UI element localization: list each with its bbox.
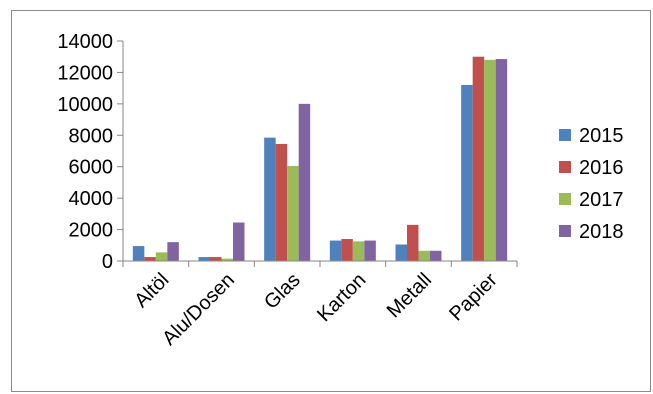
bar-2015-Glas <box>264 137 276 261</box>
legend-swatch-2017 <box>559 193 571 205</box>
bar-2016-Karton <box>341 239 353 261</box>
bar-2016-Metall <box>407 224 419 261</box>
bar-2017-Karton <box>352 241 365 261</box>
bar-2015-Papier <box>461 85 473 261</box>
bar-2016-Altöl <box>144 257 156 261</box>
bar-2015-Alu/Dosen <box>198 257 210 261</box>
chart-frame <box>11 10 651 392</box>
bar-2018-Altöl <box>167 242 179 261</box>
bar-2016-Glas <box>275 143 288 261</box>
bar-2015-Karton <box>329 240 342 261</box>
x-tick-label: Altöl <box>130 269 173 312</box>
legend-swatch-2018 <box>559 225 571 237</box>
legend: 2015 2016 2017 2018 <box>559 125 624 243</box>
x-tick-label: Karton <box>313 269 370 326</box>
legend-label-2018: 2018 <box>579 221 624 243</box>
y-tick-label: 14000 <box>57 31 113 53</box>
x-tick-label: Metall <box>383 269 436 322</box>
y-tick-label: 8000 <box>69 125 114 147</box>
bar-2015-Metall <box>395 244 407 261</box>
bar-2017-Papier <box>484 59 496 261</box>
bar-2017-Glas <box>287 165 299 261</box>
bars-layer <box>132 56 508 262</box>
y-tick-label: 4000 <box>69 188 114 210</box>
bar-2015-Altöl <box>132 246 145 261</box>
legend-label-2015: 2015 <box>579 125 624 147</box>
legend-label-2017: 2017 <box>579 189 624 211</box>
bar-2018-Alu/Dosen <box>233 222 245 261</box>
bar-2017-Alu/Dosen <box>221 258 233 261</box>
bar-2018-Glas <box>298 103 311 261</box>
x-tick-label: Papier <box>445 269 502 326</box>
bar-2018-Papier <box>495 59 508 261</box>
y-tick-label: 10000 <box>57 94 113 116</box>
y-tick-label: 2000 <box>69 220 114 242</box>
y-tick-label: 6000 <box>69 157 114 179</box>
y-tick-label: 12000 <box>57 62 113 84</box>
bar-2016-Alu/Dosen <box>210 257 222 261</box>
bar-2016-Papier <box>472 56 485 262</box>
bar-2018-Karton <box>364 240 376 261</box>
bar-2018-Metall <box>430 250 442 261</box>
x-tick-label: Alu/Dosen <box>158 269 239 350</box>
y-tick-label: 0 <box>102 251 113 273</box>
bar-2017-Metall <box>418 250 430 261</box>
legend-label-2016: 2016 <box>579 157 624 179</box>
legend-swatch-2015 <box>559 129 571 141</box>
x-tick-label: Glas <box>260 269 305 314</box>
legend-swatch-2016 <box>559 161 571 173</box>
bar-2017-Altöl <box>155 252 168 261</box>
